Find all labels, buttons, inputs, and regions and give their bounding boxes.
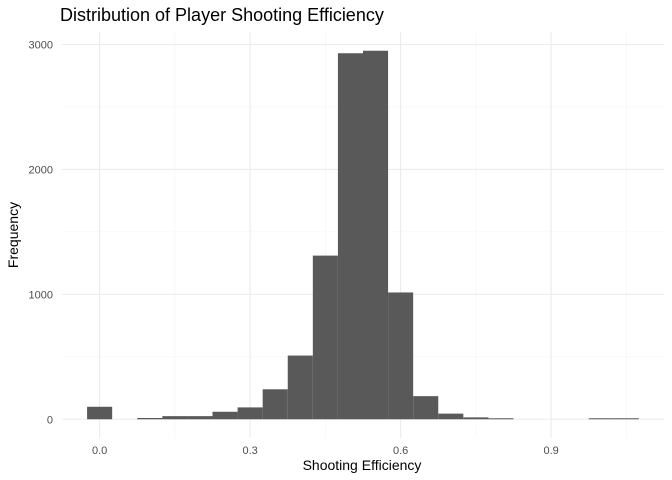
histogram-bar: [588, 418, 614, 420]
chart-title: Distribution of Player Shooting Efficien…: [60, 5, 384, 25]
x-tick-label: 0.0: [92, 445, 107, 457]
x-tick-labels: 0.0 0.3 0.6 0.9: [92, 445, 559, 457]
histogram-bar: [212, 411, 238, 420]
histogram-bar: [388, 292, 414, 420]
histogram-bar: [613, 418, 639, 420]
histogram-bar: [488, 418, 514, 420]
histogram-bar: [162, 416, 188, 420]
histogram-bar: [262, 389, 288, 420]
histogram-bar: [187, 416, 213, 420]
histogram-bar: [312, 255, 338, 420]
histogram-bar: [237, 407, 263, 420]
x-axis-label: Shooting Efficiency: [303, 457, 422, 473]
histogram-bar: [463, 417, 489, 420]
histogram-bar: [337, 53, 363, 420]
x-tick-label: 0.3: [242, 445, 257, 457]
y-tick-label: 2000: [29, 164, 53, 176]
histogram-bar: [413, 396, 439, 420]
histogram-bar: [137, 418, 163, 420]
histogram-bar: [363, 50, 389, 420]
y-tick-label: 3000: [29, 39, 53, 51]
x-tick-label: 0.9: [543, 445, 558, 457]
y-tick-label: 0: [47, 414, 53, 426]
x-tick-label: 0.6: [393, 445, 408, 457]
y-axis-label: Frequency: [5, 202, 21, 268]
histogram-bars: [87, 50, 639, 420]
y-tick-labels: 0 1000 2000 3000: [29, 39, 53, 426]
histogram-bar: [287, 355, 313, 420]
histogram-bar: [438, 413, 464, 420]
histogram-bar: [87, 406, 113, 420]
y-tick-label: 1000: [29, 289, 53, 301]
